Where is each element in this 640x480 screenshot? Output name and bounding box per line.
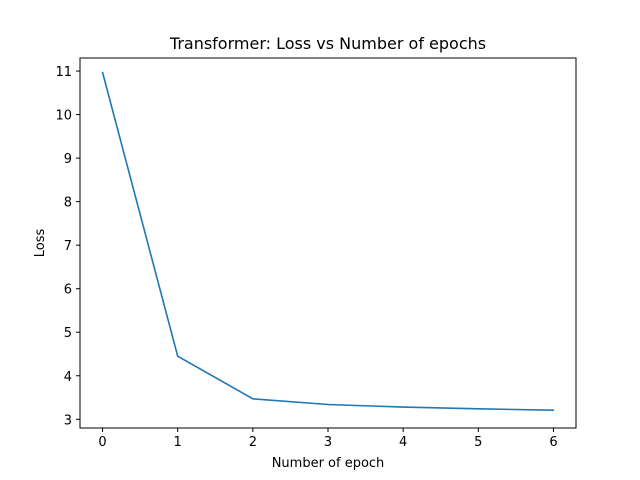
data-point: [176, 355, 179, 357]
y-tick-label: 8: [64, 196, 72, 211]
series-layer: [101, 71, 555, 411]
data-point: [101, 71, 104, 74]
x-tick-label: 6: [549, 435, 557, 450]
data-point: [477, 408, 480, 410]
y-axis-ticks: 3 4 5 6 7 8 9 10 11: [55, 65, 80, 428]
plot-area: [79, 57, 577, 429]
x-axis-label: Number of epoch: [272, 456, 385, 471]
y-tick-label: 7: [64, 239, 72, 254]
y-tick-label: 5: [64, 326, 72, 341]
y-tick-label: 9: [64, 152, 72, 167]
x-tick-label: 5: [474, 435, 482, 450]
y-tick-label: 10: [55, 109, 72, 124]
x-tick-label: 3: [324, 435, 332, 450]
y-tick-label: 4: [64, 370, 72, 385]
data-point: [552, 409, 555, 411]
data-point: [252, 398, 254, 400]
x-tick-label: 2: [249, 435, 257, 450]
x-tick-label: 0: [98, 435, 106, 450]
y-tick-label: 6: [64, 283, 72, 298]
data-point: [327, 403, 329, 406]
y-tick-label: 11: [55, 65, 72, 80]
data-point: [402, 406, 404, 408]
x-tick-label: 1: [174, 435, 182, 450]
y-axis-label: Loss: [33, 229, 48, 258]
chart-title: Transformer: Loss vs Number of epochs: [169, 34, 486, 53]
y-tick-label: 3: [64, 413, 72, 428]
x-tick-label: 4: [399, 435, 407, 450]
x-axis-ticks: 0 1 2 3 4 5 6: [98, 428, 558, 450]
